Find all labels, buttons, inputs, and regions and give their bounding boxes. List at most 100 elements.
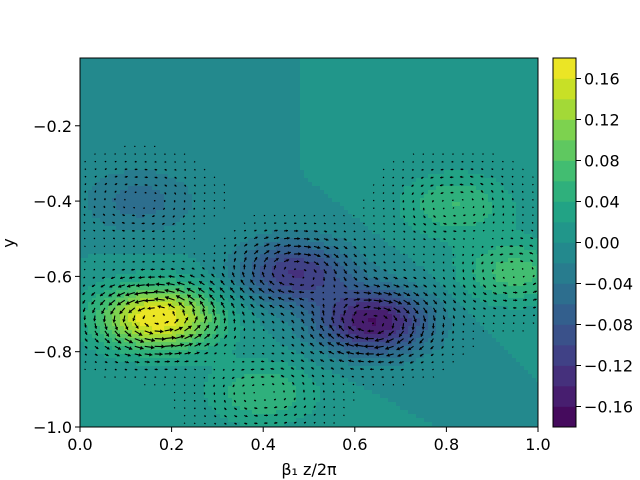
contour-cell — [136, 318, 141, 323]
contour-cell — [292, 254, 297, 259]
contour-cell — [208, 354, 213, 359]
contour-cell — [220, 394, 225, 399]
contour-cell — [132, 186, 137, 191]
contour-cell — [196, 374, 201, 379]
contour-cell — [140, 330, 145, 335]
contour-cell — [288, 370, 293, 375]
contour-cell — [208, 310, 213, 315]
contour-cell — [224, 410, 229, 415]
contour-cell — [264, 70, 269, 75]
contour-cell — [292, 202, 297, 207]
contour-cell — [116, 250, 121, 255]
contour-cell — [140, 66, 145, 71]
contour-cell — [240, 242, 245, 247]
contour-cell — [172, 362, 177, 367]
contour-cell — [264, 286, 269, 291]
contour-cell — [104, 410, 109, 415]
contour-cell — [108, 98, 113, 103]
contour-cell — [236, 210, 241, 215]
contour-cell — [132, 362, 137, 367]
contour-cell — [84, 114, 89, 119]
contour-cell — [264, 102, 269, 107]
contour-cell — [156, 134, 161, 139]
contour-cell — [216, 330, 221, 335]
contour-cell — [216, 250, 221, 255]
contour-cell — [216, 382, 221, 387]
contour-cell — [80, 186, 85, 191]
contour-cell — [100, 270, 105, 275]
contour-cell — [284, 254, 289, 259]
contour-cell — [100, 230, 105, 235]
contour-cell — [248, 86, 253, 91]
contour-cell — [140, 134, 145, 139]
contour-cell — [168, 214, 173, 219]
contour-cell — [152, 110, 157, 115]
contour-cell — [172, 354, 177, 359]
contour-cell — [268, 310, 273, 315]
contour-cell — [196, 238, 201, 243]
contour-cell — [268, 198, 273, 203]
contour-cell — [228, 274, 233, 279]
contour-cell — [268, 90, 273, 95]
contour-cell — [256, 230, 261, 235]
contour-cell — [260, 150, 265, 155]
contour-cell — [124, 146, 129, 151]
contour-cell — [84, 358, 89, 363]
contour-cell — [172, 186, 177, 191]
contour-cell — [192, 130, 197, 135]
contour-cell — [292, 134, 297, 139]
contour-cell — [196, 162, 201, 167]
contour-cell — [148, 402, 153, 407]
contour-cell — [80, 246, 85, 251]
contour-cell — [268, 174, 273, 179]
contour-cell — [188, 338, 193, 343]
contour-cell — [196, 258, 201, 263]
contour-cell — [232, 194, 237, 199]
contour-cell — [256, 350, 261, 355]
contour-cell — [208, 266, 213, 271]
contour-cell — [224, 106, 229, 111]
contour-cell — [184, 242, 189, 247]
contour-cell — [152, 210, 157, 215]
contour-cell — [136, 410, 141, 415]
contour-cell — [184, 338, 189, 343]
contour-cell — [192, 238, 197, 243]
contour-cell — [260, 390, 265, 395]
contour-cell — [92, 282, 97, 287]
contour-cell — [240, 402, 245, 407]
contour-cell — [132, 138, 137, 143]
contour-cell — [264, 246, 269, 251]
contour-cell — [216, 226, 221, 231]
contour-cell — [96, 70, 101, 75]
contour-cell — [172, 422, 177, 427]
contour-cell — [288, 90, 293, 95]
contour-cell — [228, 58, 233, 63]
contour-cell — [204, 246, 209, 251]
contour-cell — [264, 382, 269, 387]
contour-cell — [152, 402, 157, 407]
contour-cell — [224, 66, 229, 71]
contour-cell — [92, 286, 97, 291]
contour-cell — [124, 246, 129, 251]
contour-cell — [104, 398, 109, 403]
contour-cell — [284, 162, 289, 167]
contour-cell — [180, 230, 185, 235]
contour-cell — [164, 346, 169, 351]
contour-cell — [96, 266, 101, 271]
contour-cell — [100, 418, 105, 423]
contour-cell — [176, 318, 181, 323]
contour-cell — [88, 218, 93, 223]
contour-cell — [116, 86, 121, 91]
contour-cell — [280, 126, 285, 131]
contour-cell — [176, 106, 181, 111]
contour-cell — [236, 222, 241, 227]
contour-cell — [128, 114, 133, 119]
contour-cell — [164, 226, 169, 231]
contour-cell — [84, 134, 89, 139]
contour-cell — [272, 210, 277, 215]
contour-cell — [168, 318, 173, 323]
contour-cell — [136, 390, 141, 395]
contour-cell — [200, 314, 205, 319]
contour-cell — [156, 326, 161, 331]
contour-cell — [92, 170, 97, 175]
